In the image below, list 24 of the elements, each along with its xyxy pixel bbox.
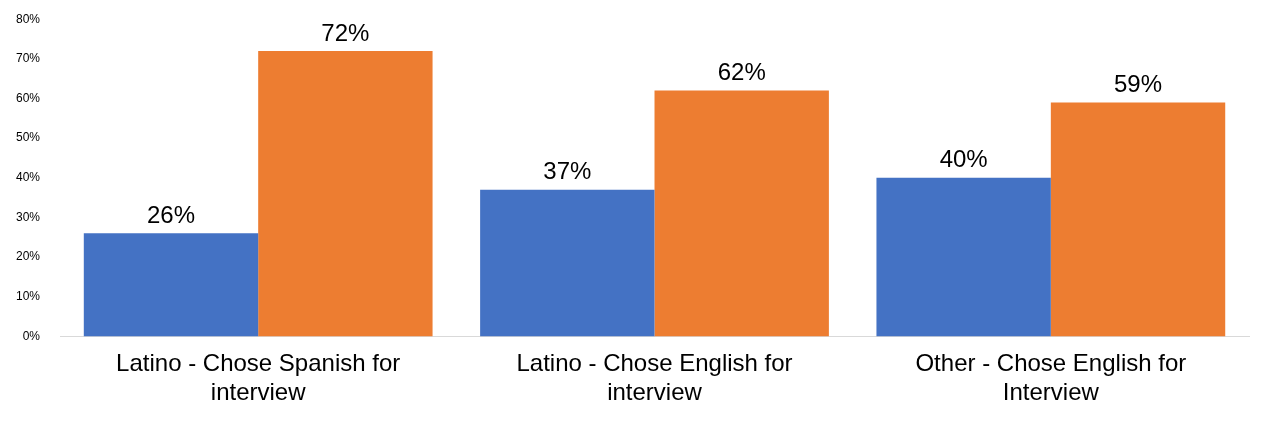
bar bbox=[258, 50, 433, 337]
x-tick-label: Other - Chose English for Interview bbox=[915, 349, 1187, 406]
bar bbox=[83, 233, 259, 337]
bar bbox=[480, 189, 655, 337]
data-label: 40% bbox=[939, 145, 988, 173]
y-tick-label: 20% bbox=[15, 249, 41, 264]
bar bbox=[654, 90, 829, 337]
data-label: 26% bbox=[146, 200, 196, 228]
data-label: 72% bbox=[321, 18, 370, 46]
data-label: 62% bbox=[717, 58, 766, 86]
bar bbox=[876, 177, 1051, 337]
y-tick-label: 30% bbox=[15, 209, 41, 224]
x-tick-label: Latino - Chose Spanish for interview bbox=[116, 349, 401, 406]
y-tick-label: 50% bbox=[15, 130, 41, 145]
x-tick-label: Latino - Chose English for interview bbox=[516, 349, 793, 406]
y-tick-label: 10% bbox=[15, 289, 41, 304]
data-label: 37% bbox=[543, 157, 592, 185]
y-tick-label: 40% bbox=[15, 170, 41, 185]
data-label: 59% bbox=[1114, 70, 1163, 98]
y-tick-label: 60% bbox=[15, 90, 41, 105]
bar bbox=[1050, 102, 1226, 337]
y-tick-label: 70% bbox=[15, 51, 41, 66]
y-tick-label: 0% bbox=[22, 328, 41, 343]
y-tick-label: 80% bbox=[15, 11, 41, 26]
